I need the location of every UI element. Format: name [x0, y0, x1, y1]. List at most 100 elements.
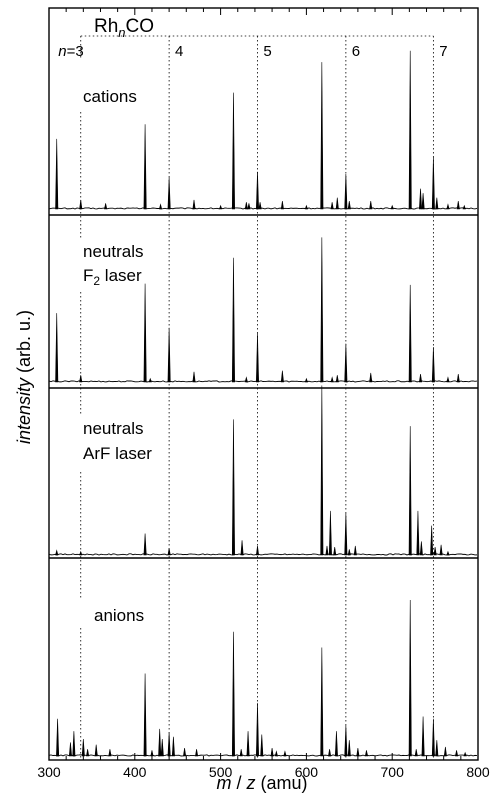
- spectrum-peak: [244, 376, 248, 383]
- panel-dividers: [49, 214, 478, 559]
- spectrum-peak: [231, 92, 235, 210]
- spectrum-peak: [255, 545, 260, 556]
- spectrum-peak: [104, 203, 108, 210]
- spectrum-peak: [330, 376, 334, 383]
- spectrum-peak: [416, 510, 420, 556]
- spectrum-peak: [330, 202, 334, 210]
- cluster-label-sub: n: [118, 25, 125, 40]
- spectrum-baseline: [48, 207, 478, 210]
- cluster-size-label-5: 5: [263, 43, 271, 60]
- cluster-size-label-4: 4: [175, 43, 183, 60]
- spectrum-peak: [158, 203, 163, 210]
- spectrum-peak: [320, 647, 324, 757]
- spectrum-peak: [347, 740, 351, 757]
- x-axis-label-unit: (amu): [256, 773, 308, 793]
- spectrum-peak: [328, 510, 332, 556]
- spectrum-peak: [143, 673, 147, 757]
- spectrum-peak: [325, 545, 329, 556]
- panel-labels: cations neutrals F2 laser neutrals ArF laser…: [83, 87, 152, 625]
- spectrum-peak: [283, 750, 287, 757]
- spectrum-neutrals-f2-laser: [48, 237, 478, 383]
- y-axis-label: intensity (arb. u.): [14, 310, 34, 444]
- spectrum-peak: [247, 203, 251, 210]
- spectrum-peak: [218, 204, 223, 210]
- spectrum-peak: [446, 376, 450, 383]
- panel-label-1: cations: [83, 87, 137, 106]
- x-axis-label: m / z (amu): [216, 773, 307, 793]
- x-tick-label: 300: [37, 764, 61, 780]
- cluster-series-label: RhnCO: [94, 16, 154, 40]
- spectrum-peak: [414, 749, 418, 757]
- x-axis-label-slash: /: [231, 773, 246, 793]
- spectrum-peak: [334, 731, 338, 757]
- spectrum-peak: [408, 284, 412, 383]
- x-tick-label: 600: [295, 764, 319, 780]
- spectrum-peak: [320, 237, 324, 383]
- cluster-size-label-6: 6: [352, 43, 360, 60]
- spectrum-peak: [94, 744, 98, 757]
- panel-label-3: neutrals: [83, 419, 143, 438]
- spectrum-peak: [150, 750, 154, 757]
- spectrum-peak: [456, 374, 460, 383]
- spectrum-peak: [68, 742, 72, 757]
- spectrum-peak: [454, 750, 459, 757]
- spectrum-peak: [408, 600, 412, 757]
- spectrum-peak: [333, 547, 337, 556]
- y-axis-label-italic: intensity: [14, 377, 34, 444]
- spectrum-peak: [231, 419, 235, 556]
- spectrum-peak: [421, 193, 425, 210]
- spectrum-peak: [79, 550, 83, 556]
- spectrum-peak: [347, 201, 351, 210]
- spectrum-peak: [255, 171, 260, 210]
- spectrum-peak: [260, 734, 264, 757]
- spectrum-peak: [347, 549, 351, 556]
- spectrum-peak: [433, 547, 437, 556]
- spectrum-peak: [446, 203, 450, 210]
- spectrum-peak: [167, 732, 171, 757]
- spectrum-peak: [462, 204, 466, 210]
- spectrum-peak: [344, 725, 348, 757]
- spectrum-peak: [167, 327, 171, 383]
- spectrum-peak: [335, 197, 339, 210]
- x-axis-ticks: 300 400 500 600 700 800: [37, 8, 490, 780]
- spectrum-peak: [231, 631, 235, 757]
- spectrum-neutrals-arf-laser: [48, 385, 478, 556]
- y-axis-label-rest: (arb. u.): [14, 310, 34, 378]
- cluster-size-label-3: n=3: [58, 43, 83, 60]
- laser-sub: 2: [93, 274, 100, 288]
- spectrum-cations: [48, 50, 478, 210]
- cluster-size-labels: n=3 4 5 6 7: [58, 43, 447, 60]
- panel-label-2: neutrals: [83, 242, 143, 261]
- spectrum-peak: [274, 750, 278, 757]
- spectrum-peak: [418, 188, 423, 210]
- spectrum-peak: [344, 343, 348, 383]
- spectrum-peak: [280, 201, 284, 210]
- spectrum-peak: [231, 257, 235, 383]
- spectrum-peak: [446, 550, 450, 556]
- dotted-guides: [80, 35, 434, 760]
- spectrum-peak: [55, 313, 59, 383]
- spectrum-peak: [192, 199, 196, 210]
- spectrum-peak: [56, 718, 60, 757]
- spectrum-peak: [255, 702, 260, 757]
- spectrum-peak: [344, 513, 348, 556]
- spectrum-peak: [143, 283, 147, 383]
- spectrum-peak: [55, 549, 59, 556]
- spectrum-peak: [195, 749, 199, 757]
- spectrum-peak: [418, 374, 423, 383]
- spectrum-peak: [356, 748, 360, 757]
- spectrum-peak: [239, 749, 243, 757]
- spectrum-peak: [431, 157, 435, 210]
- cluster-label-tail: CO: [126, 16, 155, 37]
- spectrum-peak: [463, 751, 467, 757]
- x-axis-label-z: z: [246, 773, 256, 793]
- spectrum-peak: [369, 201, 373, 210]
- spectrum-peak: [421, 716, 425, 757]
- spectrum-peak: [419, 541, 423, 556]
- cluster-label-base: Rh: [94, 16, 118, 37]
- spectrum-peak: [456, 201, 460, 210]
- spectrum-peak: [258, 202, 262, 210]
- spectrum-peak: [369, 372, 373, 383]
- spectrum-peak: [79, 375, 83, 383]
- spectrum-peak: [171, 736, 175, 757]
